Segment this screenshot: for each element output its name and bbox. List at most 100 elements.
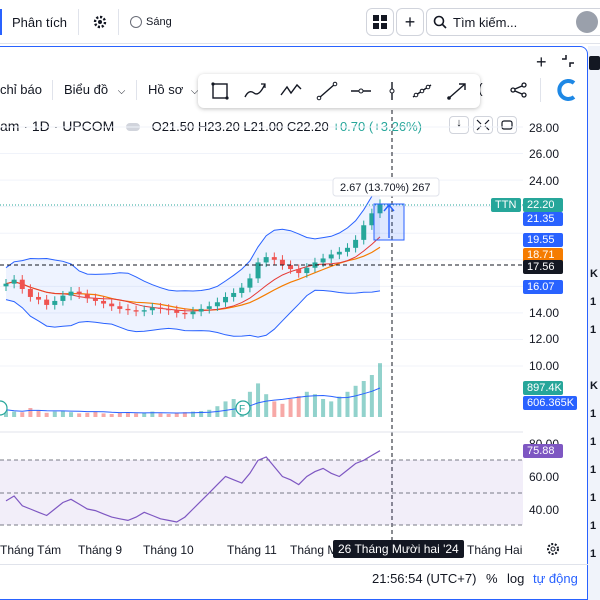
candle: [109, 303, 115, 307]
time-label: Tháng Hai: [467, 543, 523, 557]
volume-bar: [44, 412, 49, 417]
volume-bar: [337, 396, 342, 417]
volume-bar: [280, 403, 285, 417]
earnings-marker[interactable]: [0, 400, 8, 416]
watchlist-letter: K: [590, 380, 598, 392]
clock-time[interactable]: 21:56:54 (UTC+7): [372, 571, 477, 586]
chevron-down-icon: ⌵: [117, 86, 126, 97]
measure-low-tag: 19.55: [523, 233, 563, 247]
scroll-down-button[interactable]: ↓: [449, 116, 469, 134]
volume-bar: [117, 412, 122, 417]
candle: [141, 310, 147, 312]
candle: [157, 307, 163, 309]
watchlist-letter: K: [590, 268, 598, 280]
volume-bar: [304, 391, 309, 417]
volume-bar: [52, 411, 57, 417]
percent-toggle[interactable]: %: [486, 571, 498, 586]
candle: [60, 295, 66, 301]
settings-button[interactable]: [92, 0, 108, 44]
ma-tag: 18.71: [523, 248, 563, 262]
volume-bar: [12, 411, 17, 417]
collapse-pane-button[interactable]: [497, 116, 517, 134]
volume-bar: [101, 413, 106, 417]
earnings-marker-label: F: [239, 404, 245, 415]
candle: [11, 279, 17, 284]
volume-bar: [345, 391, 350, 417]
profile-dropdown[interactable]: Hồ sơ ⌵: [148, 82, 198, 97]
volume-bar: [69, 412, 74, 417]
chart-type-dropdown[interactable]: Biểu đồ ⌵: [64, 82, 125, 97]
trend-line-icon[interactable]: [316, 81, 338, 101]
volume-bar: [158, 413, 163, 417]
candle: [288, 265, 294, 270]
watchlist-letter: 1: [590, 296, 597, 308]
candle: [255, 262, 261, 279]
drawing-toolbar: [198, 74, 480, 108]
price-tick: 14.00: [529, 306, 560, 320]
candle: [353, 239, 359, 248]
price-tick: 12.00: [529, 332, 560, 346]
candle: [166, 308, 172, 311]
volume-bar: [247, 391, 252, 417]
volume-bar: [256, 383, 261, 417]
arrow-tool-icon[interactable]: [446, 81, 468, 101]
horizontal-line-icon[interactable]: [350, 81, 372, 101]
candle: [320, 258, 326, 263]
brand-c-icon: [557, 79, 576, 101]
theme-toggle[interactable]: Sáng: [130, 0, 172, 44]
candle: [52, 300, 58, 305]
candle: [36, 296, 42, 300]
fullscreen-button[interactable]: [560, 53, 576, 72]
layout-button[interactable]: [366, 8, 394, 36]
top-bar: Phân tích Sáng + Tìm kiếm...: [0, 0, 600, 44]
auto-scale-toggle[interactable]: tự động: [533, 571, 578, 586]
volume-ma-line: [5, 387, 381, 414]
volume-bars: [4, 363, 382, 417]
log-toggle[interactable]: log: [507, 571, 525, 586]
bb-upper-tag: 21.35: [523, 212, 563, 226]
price-scale[interactable]: 28.00 26.00 24.00 14.00 12.00 10.00 TTN …: [491, 110, 587, 540]
symbol-label[interactable]: am · 1D · UPCOM: [0, 118, 115, 134]
search-icon: [433, 15, 447, 29]
watchlist-letter: 1: [590, 548, 597, 560]
candle: [68, 291, 74, 296]
axis-settings-button[interactable]: [545, 541, 561, 560]
rsi-tick: 40.00: [529, 503, 560, 517]
share-button[interactable]: [510, 82, 528, 101]
earnings-marker[interactable]: [235, 400, 251, 416]
time-axis[interactable]: Tháng Tám Tháng 9 Tháng 10 Tháng 11 Thán…: [0, 540, 523, 560]
price-tick: 28.00: [529, 121, 560, 135]
volume-bar: [174, 412, 179, 417]
bollinger-lower: [5, 289, 381, 338]
measure-label: 2.67 (13.70%) 267: [340, 182, 431, 194]
volume-bar: [150, 411, 155, 417]
brand-logo[interactable]: [556, 78, 578, 105]
panel-marker: [589, 56, 600, 70]
candle: [92, 298, 98, 301]
parallel-channel-icon[interactable]: [411, 81, 433, 101]
brush-tool-icon[interactable]: [243, 81, 267, 101]
search-input[interactable]: Tìm kiếm...: [426, 8, 600, 36]
price-chart[interactable]: 2.67 (13.70%) 267 F: [0, 110, 523, 540]
volume-bar: [361, 381, 366, 417]
volume-bar: [125, 412, 130, 417]
volume-bar: [288, 399, 293, 417]
maximize-pane-button[interactable]: [473, 116, 493, 134]
path-tool-icon[interactable]: [279, 81, 303, 101]
add-button[interactable]: +: [396, 8, 424, 36]
time-label: Tháng Tám: [0, 543, 62, 557]
avatar[interactable]: [576, 11, 598, 33]
watchlist-letter: 1: [590, 492, 597, 504]
analysis-menu[interactable]: Phân tích: [12, 0, 67, 44]
indicators-button[interactable]: chỉ báo: [0, 82, 42, 97]
vertical-line-icon[interactable]: [385, 81, 399, 101]
time-label: Tháng 10: [143, 543, 194, 557]
candle: [27, 288, 33, 297]
rectangle-tool-icon[interactable]: [210, 81, 230, 101]
candle: [377, 204, 383, 214]
volume-bar: [93, 411, 98, 417]
grid: [0, 126, 523, 367]
add-chart-button[interactable]: +: [536, 52, 547, 73]
more-tools-button[interactable]: (: [478, 80, 483, 96]
arrow-up-icon: [383, 203, 395, 212]
